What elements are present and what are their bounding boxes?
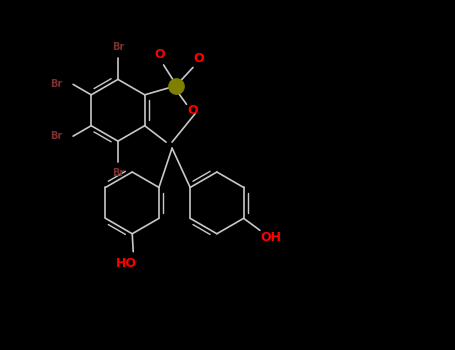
Text: O: O <box>187 104 198 117</box>
Text: Br: Br <box>50 131 62 141</box>
Text: HO: HO <box>116 257 137 270</box>
Text: OH: OH <box>260 231 281 244</box>
Text: O: O <box>154 49 165 62</box>
Text: O: O <box>193 52 204 65</box>
Text: S: S <box>172 81 180 91</box>
Text: Br: Br <box>112 42 124 52</box>
Text: Br: Br <box>50 79 62 89</box>
Text: Br: Br <box>112 168 124 178</box>
